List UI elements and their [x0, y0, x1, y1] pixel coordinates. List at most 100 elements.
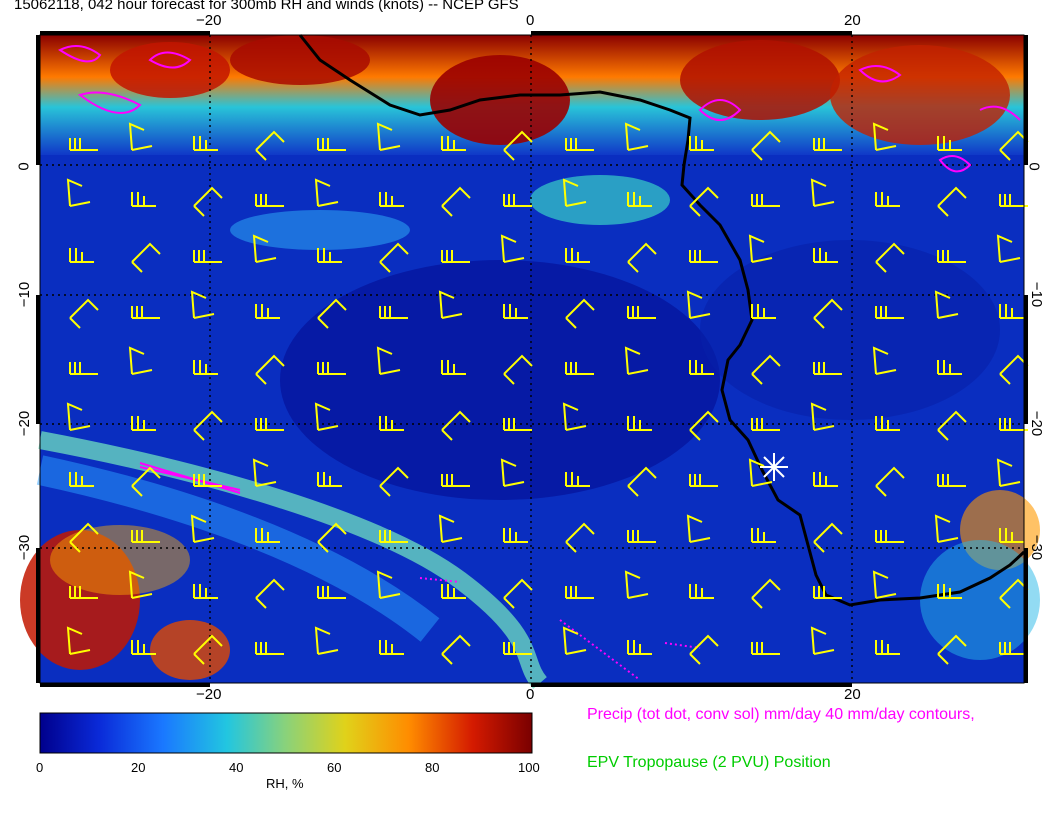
wind-barb: [193, 360, 218, 375]
wind-barb: [937, 634, 967, 665]
wind-barb: [441, 136, 466, 151]
wind-barb: [379, 640, 404, 655]
wind-barb: [565, 138, 594, 151]
wind-barb: [193, 474, 222, 487]
wind-barb: [193, 186, 223, 217]
wind-barb: [503, 578, 533, 609]
wind-barb: [751, 528, 776, 543]
wind-barb: [190, 514, 215, 543]
wind-barb: [69, 522, 99, 553]
wind-barb: [503, 130, 533, 161]
wind-barb: [317, 362, 346, 375]
wind-barb: [627, 306, 656, 319]
wind-barb: [314, 178, 339, 207]
wind-barb: [872, 122, 897, 151]
wind-barb: [379, 192, 404, 207]
wind-barb: [996, 458, 1021, 487]
white-star-marker: [760, 453, 788, 481]
wind-barb: [66, 626, 91, 655]
wind-barb: [562, 178, 587, 207]
wind-barb: [937, 136, 962, 151]
wind-barb: [317, 298, 347, 329]
wind-barb: [69, 362, 98, 375]
wind-barb: [872, 346, 897, 375]
wind-barb: [813, 298, 843, 329]
wind-barb: [689, 360, 714, 375]
wind-barb: [441, 250, 470, 263]
colorbar: [39, 712, 533, 754]
wind-barb: [689, 634, 719, 665]
lat-tick-left-1: 0: [15, 162, 33, 171]
wind-barb: [503, 194, 532, 207]
wind-barb: [190, 290, 215, 319]
wind-barb: [66, 402, 91, 431]
legend-precip: Precip (tot dot, conv sol) mm/day 40 mm/…: [587, 706, 975, 723]
lat-tick-left-4: −30: [16, 534, 34, 561]
wind-barb: [689, 584, 714, 599]
africa-coastline: [298, 34, 1026, 607]
wind-barb: [255, 130, 285, 161]
wind-barb: [565, 362, 594, 375]
lat-tick-right-3: −20: [1028, 410, 1046, 437]
lon-tick-top-1: −20: [196, 12, 222, 29]
wind-barb: [934, 290, 959, 319]
wind-barb: [69, 586, 98, 599]
wind-barb: [69, 248, 94, 263]
wind-barb: [503, 304, 528, 319]
wind-barb: [441, 474, 470, 487]
lat-tick-right-2: −10: [1028, 281, 1046, 308]
wind-barb: [317, 522, 347, 553]
wind-barb: [255, 194, 284, 207]
wind-barb: [937, 186, 967, 217]
wind-barb: [751, 418, 780, 431]
wind-barb: [438, 290, 463, 319]
frame-ticks: [36, 31, 1028, 687]
wind-barb: [689, 186, 719, 217]
wind-barb: [441, 360, 466, 375]
wind-barb: [999, 528, 1024, 543]
wind-barb: [69, 138, 98, 151]
lat-tick-right-4: −30: [1028, 534, 1046, 561]
wind-barb: [810, 402, 835, 431]
wind-barb: [376, 570, 401, 599]
wind-barb: [937, 584, 962, 599]
colorbar-tick-20: 20: [131, 760, 146, 775]
wind-barb: [500, 234, 525, 263]
wind-barb: [565, 586, 594, 599]
lon-tick-top-2: 0: [526, 12, 535, 29]
wind-barb: [999, 304, 1024, 319]
colorbar-tick-100: 100: [518, 760, 540, 775]
wind-barb: [686, 514, 711, 543]
wind-barb: [686, 290, 711, 319]
wind-barb: [624, 346, 649, 375]
wind-barb: [379, 306, 408, 319]
wind-barb: [813, 586, 842, 599]
colorbar-tick-40: 40: [229, 760, 244, 775]
wind-barb: [255, 528, 280, 543]
wind-barb: [252, 234, 277, 263]
wind-barb: [193, 634, 223, 665]
wind-barb: [627, 192, 652, 207]
rh-field: [20, 35, 1040, 689]
wind-barb: [255, 354, 285, 385]
wind-barb: [875, 416, 900, 431]
wind-barb: [751, 130, 781, 161]
wind-barb: [872, 570, 897, 599]
wind-barb: [131, 640, 156, 655]
legend-epv: EPV Tropopause (2 PVU) Position: [587, 754, 831, 771]
wind-barb: [875, 306, 904, 319]
wind-barb: [441, 634, 471, 665]
wind-barb: [810, 626, 835, 655]
wind-barb: [193, 410, 223, 441]
colorbar-tick-60: 60: [327, 760, 342, 775]
wind-barb: [627, 466, 657, 497]
wind-barb: [131, 416, 156, 431]
wind-barb: [624, 570, 649, 599]
wind-barb: [565, 522, 595, 553]
wind-barb: [66, 178, 91, 207]
wind-barb: [503, 354, 533, 385]
wind-barb: [379, 466, 409, 497]
wind-barb: [317, 138, 346, 151]
wind-barb: [193, 584, 218, 599]
